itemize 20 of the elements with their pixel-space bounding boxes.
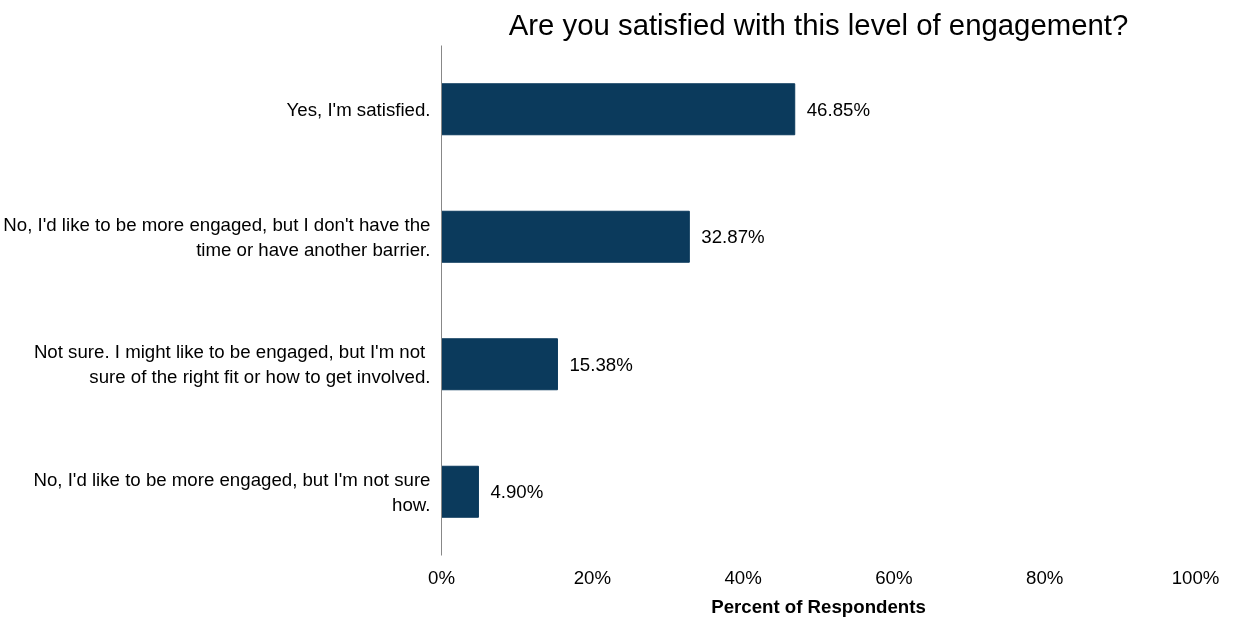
x-tick-label: 100%: [1171, 566, 1220, 588]
bar: [441, 465, 479, 518]
bar: [441, 83, 796, 136]
x-tick-label: 80%: [1026, 566, 1064, 588]
data-label: 46.85%: [806, 98, 871, 120]
x-tick-label: 20%: [573, 566, 611, 588]
bar: [441, 210, 690, 263]
x-tick-label: 40%: [724, 566, 762, 588]
data-label: 4.90%: [490, 481, 544, 503]
y-tick-label: Yes, I'm satisfied.: [286, 98, 431, 120]
chart-title: Are you satisfied with this level of engagement?: [508, 7, 1129, 41]
data-label: 32.87%: [701, 226, 765, 248]
bar: [441, 338, 558, 391]
data-label: 15.38%: [569, 353, 633, 375]
x-tick-label: 60%: [875, 566, 913, 588]
y-tick-label: Not sure. I might like to be engaged, but I'm not sure of the right fit or how to get involved.: [33, 341, 431, 388]
x-tick-label: 0%: [428, 566, 455, 588]
y-tick-label: No, I'd like to be more engaged, but I don't have the time or have another barrier.: [3, 213, 431, 260]
x-axis-title: Percent of Respondents: [711, 595, 926, 617]
y-tick-label: No, I'd like to be more engaged, but I'm not sure how.: [33, 468, 431, 515]
